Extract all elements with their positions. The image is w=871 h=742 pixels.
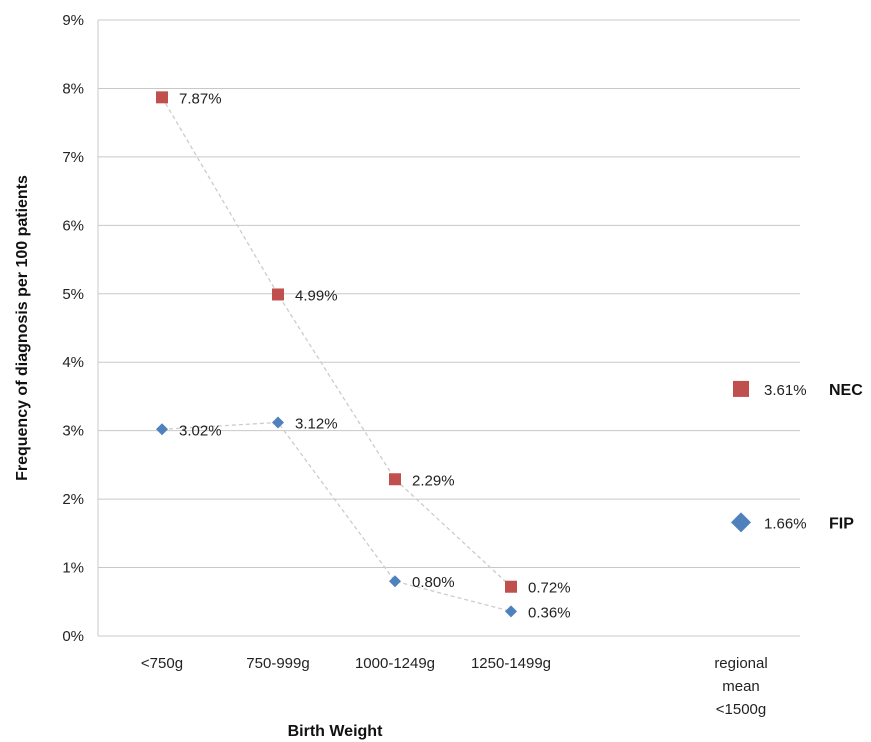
mean-point-fip: [731, 512, 751, 533]
data-point-fip: [156, 423, 168, 436]
data-label-nec: 4.99%: [295, 287, 338, 304]
y-tick-label: 9%: [62, 12, 84, 29]
x-tick-label: mean: [722, 678, 760, 695]
y-axis-title: Frequency of diagnosis per 100 patients: [14, 175, 31, 481]
series-connector-fip: [161, 421, 512, 612]
data-label-fip: 3.12%: [295, 415, 338, 432]
data-label-fip: 0.36%: [528, 604, 571, 621]
x-tick-label: 750-999g: [246, 655, 309, 672]
y-tick-label: 5%: [62, 286, 84, 303]
series-connectors: [161, 97, 512, 612]
y-tick-label: 0%: [62, 628, 84, 645]
data-label-fip: 0.80%: [412, 574, 455, 591]
x-axis-title: Birth Weight: [288, 723, 383, 740]
y-tick-label: 4%: [62, 354, 84, 371]
data-point-nec: [389, 473, 401, 486]
series-name-nec: NEC: [829, 382, 863, 399]
y-tick-label: 8%: [62, 80, 84, 97]
y-tick-label: 2%: [62, 491, 84, 508]
y-tick-label: 7%: [62, 149, 84, 166]
y-tick-label: 6%: [62, 217, 84, 234]
data-point-nec: [505, 580, 517, 593]
x-tick-label: <1500g: [716, 701, 766, 718]
x-tick-label: 1000-1249g: [355, 655, 435, 672]
series-connector-nec: [161, 97, 512, 588]
y-axis-ticks: 0% 1% 2% 3% 4% 5% 6% 7% 8% 9%: [62, 12, 84, 645]
x-tick-label: <750g: [141, 655, 183, 672]
data-point-nec: [272, 288, 284, 301]
data-label-nec: 2.29%: [412, 472, 455, 489]
y-tick-label: 3%: [62, 423, 84, 440]
data-label-nec: 0.72%: [528, 580, 571, 597]
mean-label-nec: 3.61%: [764, 382, 807, 399]
data-label-fip: 3.02%: [179, 422, 222, 439]
data-point-fip: [272, 416, 284, 429]
mean-label-fip: 1.66%: [764, 515, 807, 532]
data-point-fip: [505, 605, 517, 618]
y-tick-label: 1%: [62, 560, 84, 577]
gridlines: [97, 19, 800, 637]
mean-point-nec: [733, 380, 749, 397]
data-point-fip: [389, 575, 401, 588]
x-tick-label: regional: [714, 655, 767, 672]
data-label-nec: 7.87%: [179, 90, 222, 107]
series-name-fip: FIP: [829, 515, 854, 532]
x-tick-label: 1250-1499g: [471, 655, 551, 672]
x-axis-ticks: <750g 750-999g 1000-1249g 1250-1499g regiona…: [141, 655, 768, 718]
data-labels: 7.87% 4.99% 2.29% 0.72% 3.61% NEC 3.02% 3.12% 0.…: [179, 90, 863, 621]
data-point-nec: [156, 91, 168, 104]
data-marks: [156, 91, 751, 618]
